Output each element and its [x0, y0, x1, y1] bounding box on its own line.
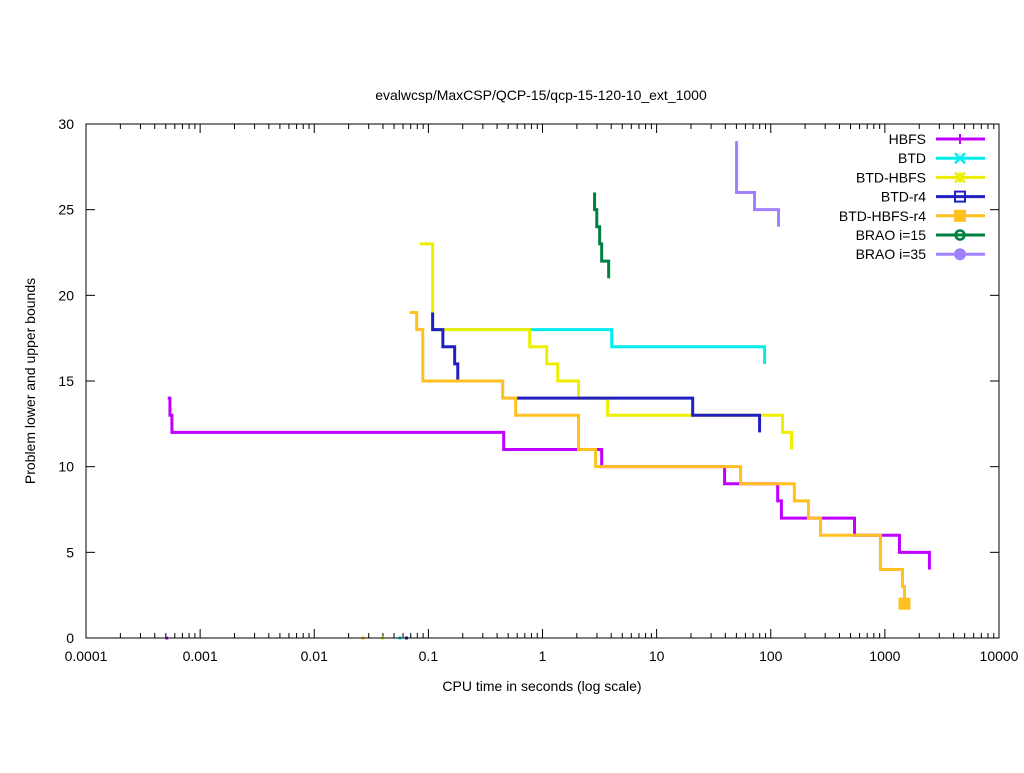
legend-label: BRAO i=35 — [856, 246, 927, 262]
series-line — [431, 312, 460, 381]
y-axis-label: Problem lower and upper bounds — [22, 278, 38, 484]
series-line — [409, 310, 907, 604]
legend-entry: BTD — [898, 150, 985, 166]
x-tick-label: 100 — [759, 648, 783, 664]
series-end-marker — [898, 597, 911, 610]
x-tick-label: 0.01 — [301, 648, 328, 664]
legend-entry: BTD-r4 — [881, 189, 985, 205]
legend-entry: BRAO i=35 — [856, 246, 985, 262]
series-line — [593, 192, 611, 279]
y-tick-label: 10 — [58, 459, 74, 475]
legend-label: BTD-HBFS — [856, 169, 926, 185]
y-tick-label: 30 — [58, 116, 74, 132]
series-btd — [398, 328, 767, 640]
y-tick-label: 20 — [58, 287, 74, 303]
series-brao-i-15 — [593, 192, 611, 279]
legend-label: BTD-r4 — [881, 189, 926, 205]
legend-entry: BTD-HBFS-r4 — [839, 208, 985, 224]
x-tick-label: 0.001 — [183, 648, 218, 664]
legend-label: BRAO i=15 — [856, 227, 927, 243]
y-tick-label: 25 — [58, 202, 74, 218]
legend-entry: BTD-HBFS — [856, 169, 985, 185]
x-tick-label: 0.0001 — [65, 648, 108, 664]
series-group — [165, 141, 931, 640]
legend-marker-cross — [954, 152, 966, 165]
legend: HBFS BTD BTD-HBFS BTD-r4 BTD-HBFS-r4 BRAO i=1… — [839, 131, 985, 262]
y-tick-label: 0 — [66, 630, 74, 646]
series-btd-hbfs-r4 — [361, 310, 911, 640]
plot-border — [85, 123, 1000, 639]
legend-marker-plus — [955, 134, 965, 144]
series-btd-r4 — [404, 312, 762, 640]
legend-label: HBFS — [889, 131, 926, 147]
legend-marker-star — [954, 171, 966, 184]
series-line — [419, 242, 794, 450]
series-line — [735, 141, 781, 227]
y-tick-label: 15 — [58, 373, 74, 389]
legend-marker-filled-circle — [954, 248, 966, 261]
legend-marker-open-circle — [954, 229, 966, 241]
x-tick-label: 10 — [649, 648, 665, 664]
series-brao-i-35 — [735, 141, 781, 227]
x-tick-label: 0.1 — [419, 648, 439, 664]
series-line — [432, 328, 767, 364]
series-line — [516, 396, 762, 433]
axes: 0.0001 0.001 0.01 0.1 1 10 100 1000 10000 0 5 10 15 2… — [58, 116, 1018, 664]
y-tick-label: 5 — [66, 544, 74, 560]
legend-label: BTD — [898, 150, 926, 166]
x-axis-label: CPU time in seconds (log scale) — [442, 678, 641, 694]
legend-entry: HBFS — [889, 131, 985, 147]
legend-label: BTD-HBFS-r4 — [839, 208, 926, 224]
legend-entry: BRAO i=15 — [856, 227, 985, 243]
legend-marker-filled-square — [954, 209, 966, 222]
chart-title: evalwcsp/MaxCSP/QCP-15/qcp-15-120-10_ext… — [375, 87, 707, 103]
x-tick-label: 1000 — [869, 648, 900, 664]
x-tick-label: 1 — [539, 648, 547, 664]
series-line — [167, 396, 931, 570]
legend-marker-open-square — [954, 190, 966, 203]
x-tick-label: 10000 — [980, 648, 1019, 664]
series-btd-hbfs — [381, 242, 794, 640]
